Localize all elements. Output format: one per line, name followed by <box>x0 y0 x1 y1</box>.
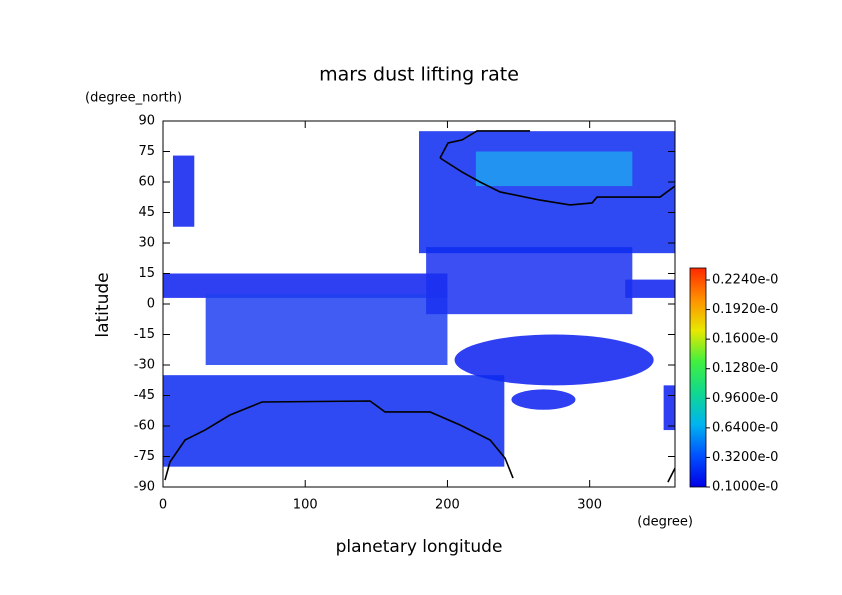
y-tick-label: 30 <box>138 236 155 251</box>
dust-region <box>475 151 633 187</box>
y-tick-label: 90 <box>138 114 155 129</box>
dust-region <box>172 155 195 227</box>
y-tick-label: 60 <box>138 175 155 190</box>
y-tick-label: -90 <box>134 480 155 495</box>
x-tick-label: 300 <box>577 498 602 513</box>
y-tick-label: -30 <box>134 358 155 373</box>
colorbar-label: 0.6400e-0 <box>712 420 778 435</box>
colorbar-label: 0.2240e-0 <box>712 273 778 288</box>
cap-edge-line <box>439 157 675 206</box>
y-tick-label: 75 <box>138 144 155 159</box>
y-tick-label: 45 <box>138 205 155 220</box>
x-tick-label: 0 <box>159 498 167 513</box>
colorbar-label: 0.1920e-0 <box>712 302 778 317</box>
dust-region <box>511 389 576 410</box>
dust-region <box>419 131 675 254</box>
colorbar-label: 0.3200e-0 <box>712 450 778 465</box>
colorbar-label: 0.1280e-0 <box>712 361 778 376</box>
y-unit: (degree_north) <box>85 91 182 106</box>
x-tick-label: 200 <box>435 498 460 513</box>
colorbar-label: 0.1000e-0 <box>712 480 778 495</box>
y-tick-label: -75 <box>134 449 155 464</box>
y-axis-label: latitude <box>93 272 113 337</box>
dust-region <box>663 385 675 431</box>
colorbar-label: 0.9600e-0 <box>712 391 778 406</box>
y-tick-label: -60 <box>134 419 155 434</box>
colorbar <box>689 267 707 488</box>
dust-region <box>205 293 448 365</box>
x-axis-label: planetary longitude <box>336 537 503 557</box>
y-tick-label: -45 <box>134 388 155 403</box>
dust-region <box>163 273 448 298</box>
dust-region <box>426 247 633 315</box>
x-tick-label: 100 <box>293 498 318 513</box>
field <box>163 130 675 483</box>
x-unit: (degree) <box>637 515 693 530</box>
dust-region <box>625 279 675 298</box>
y-tick-label: -15 <box>134 327 155 342</box>
chart-title: mars dust lifting rate <box>319 64 519 86</box>
y-tick-label: 0 <box>147 297 155 312</box>
colorbar-label: 0.1600e-0 <box>712 332 778 347</box>
y-tick-label: 15 <box>138 266 155 281</box>
cap-edge-line <box>164 400 514 481</box>
dust-region <box>163 375 505 467</box>
cap-edge-line <box>439 130 531 159</box>
cap-edge-line <box>667 467 675 483</box>
dust-region <box>454 334 654 386</box>
